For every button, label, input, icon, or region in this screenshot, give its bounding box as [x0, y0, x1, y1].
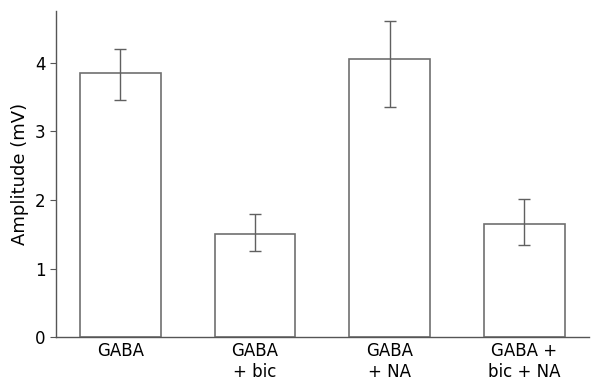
- Bar: [80, 73, 161, 337]
- Y-axis label: Amplitude (mV): Amplitude (mV): [11, 103, 29, 245]
- Bar: [215, 234, 295, 337]
- Bar: [484, 224, 565, 337]
- Bar: [349, 59, 430, 337]
